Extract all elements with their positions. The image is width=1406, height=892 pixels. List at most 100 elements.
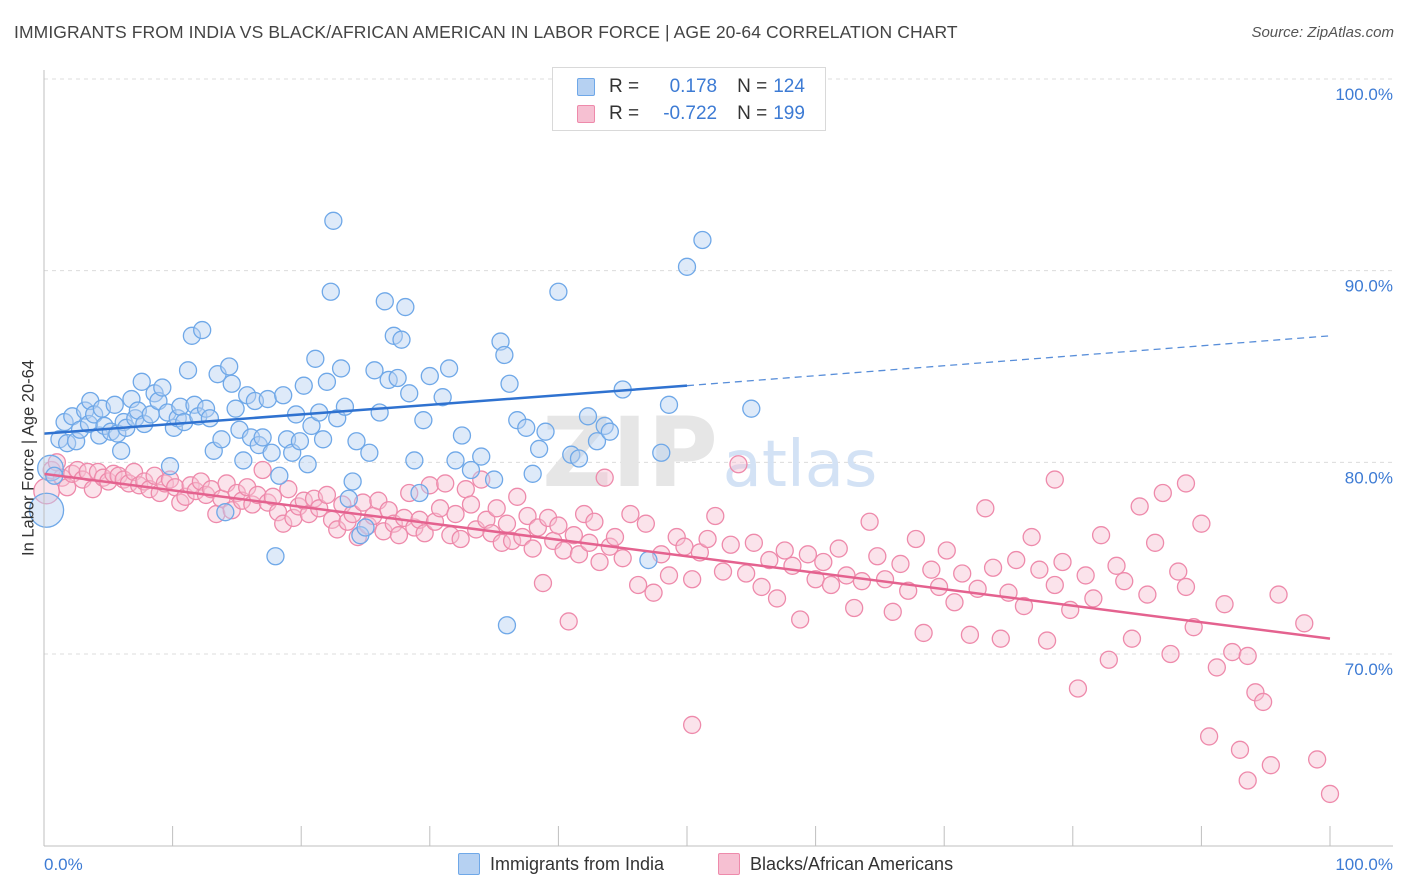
black-swatch: [718, 853, 740, 875]
data-point: [906, 529, 926, 549]
data-point: [484, 470, 504, 489]
data-point: [536, 422, 555, 441]
n-label: N =: [737, 103, 768, 124]
data-point: [991, 629, 1010, 648]
data-point: [446, 451, 465, 470]
data-point: [132, 372, 151, 391]
data-point: [1307, 750, 1327, 769]
data-point: [875, 570, 895, 589]
data-point: [960, 625, 980, 644]
data-point: [153, 378, 172, 397]
data-point: [317, 372, 337, 391]
india-swatch: [577, 78, 595, 96]
data-point: [1007, 550, 1026, 570]
data-point: [193, 320, 212, 340]
data-point: [523, 539, 542, 558]
data-point: [274, 514, 293, 533]
data-point: [178, 361, 198, 380]
data-point: [439, 359, 459, 378]
data-point: [313, 430, 333, 449]
data-point: [472, 447, 491, 466]
r-value: -0.722: [663, 103, 718, 124]
data-point: [1169, 562, 1188, 581]
x-tick-min: 0.0%: [44, 855, 83, 874]
data-point: [200, 409, 220, 428]
data-point: [353, 493, 373, 512]
data-point: [461, 460, 481, 480]
data-point: [595, 468, 614, 487]
data-point: [266, 547, 285, 566]
data-point: [222, 374, 241, 393]
series-black-points: [33, 453, 1340, 804]
data-point: [605, 527, 625, 547]
data-point: [644, 583, 663, 602]
data-point: [360, 443, 379, 462]
y-tick-label: 100.0%: [1335, 85, 1393, 104]
data-point: [1045, 470, 1064, 489]
data-point: [1107, 556, 1126, 575]
y-tick-label: 70.0%: [1345, 660, 1393, 679]
data-point: [1153, 483, 1172, 503]
black-swatch: [577, 105, 595, 123]
data-point: [392, 330, 411, 349]
data-point: [1295, 614, 1314, 633]
data-point: [67, 432, 86, 451]
data-point: [487, 499, 506, 518]
x-tick-max: 100.0%: [1335, 855, 1393, 874]
data-point: [1253, 692, 1273, 712]
data-point: [1022, 527, 1041, 547]
data-point: [477, 510, 496, 529]
data-point: [270, 466, 289, 485]
data-point: [90, 426, 109, 445]
data-point: [667, 527, 686, 547]
r-value: 0.178: [669, 76, 718, 97]
data-point: [324, 211, 343, 230]
data-point: [491, 332, 510, 351]
y-tick-label: 90.0%: [1345, 277, 1393, 296]
data-point: [549, 516, 568, 535]
data-point: [829, 539, 848, 558]
data-point: [798, 545, 818, 564]
data-point: [760, 550, 779, 570]
data-point: [331, 359, 351, 378]
data-point: [814, 552, 833, 572]
data-point: [253, 428, 272, 447]
data-point: [677, 257, 697, 276]
data-point: [517, 418, 536, 437]
data-point: [518, 506, 537, 526]
data-point: [1045, 575, 1064, 595]
data-point: [347, 432, 366, 451]
data-point: [400, 384, 419, 403]
data-point: [845, 598, 864, 618]
data-point: [451, 529, 470, 549]
legend-item-india[interactable]: Immigrants from India: [458, 852, 664, 876]
data-point: [1269, 585, 1288, 604]
data-point: [500, 374, 519, 393]
data-point: [1122, 629, 1142, 648]
data-point: [752, 577, 771, 597]
data-point: [410, 483, 429, 503]
data-point: [659, 566, 679, 585]
data-point: [1014, 596, 1034, 616]
data-point: [1030, 560, 1049, 579]
data-point: [452, 426, 472, 445]
data-point: [1068, 679, 1088, 698]
data-point: [554, 541, 573, 560]
r-label: R =: [609, 103, 640, 124]
data-point: [585, 512, 604, 531]
trend-line-india-solid: [43, 384, 688, 435]
data-point: [375, 292, 394, 311]
legend-item-black[interactable]: Blacks/African Americans: [718, 852, 953, 876]
data-point: [899, 581, 918, 600]
data-point: [135, 414, 154, 434]
data-point: [379, 370, 398, 390]
data-point: [883, 602, 902, 621]
data-point: [953, 564, 972, 583]
data-point: [253, 460, 272, 480]
data-point: [1261, 756, 1280, 775]
data-point: [79, 414, 99, 434]
data-point: [983, 558, 1003, 577]
data-point: [436, 474, 455, 493]
watermark-zip: ZIP: [542, 397, 718, 509]
data-point: [57, 434, 77, 453]
